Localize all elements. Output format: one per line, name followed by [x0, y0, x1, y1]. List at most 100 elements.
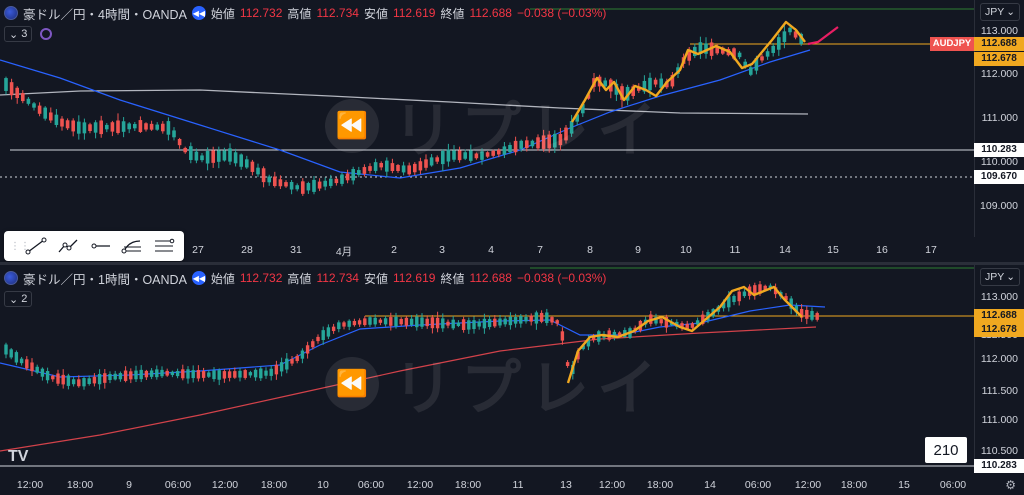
symbol-title[interactable]: 豪ドル／円・4時間・OANDA: [23, 7, 187, 22]
price-plot-4h[interactable]: [0, 0, 974, 262]
candle-body: [763, 285, 767, 291]
sma-long-line: [0, 89, 809, 115]
time-tick-label: 4: [488, 244, 494, 256]
horizontal-ray-icon[interactable]: [86, 234, 114, 258]
candle-body: [441, 318, 445, 329]
parallel-lines-icon[interactable]: [150, 234, 178, 258]
price-plot-1h[interactable]: [0, 265, 974, 495]
candle-body: [698, 42, 703, 54]
candle-body: [9, 349, 13, 358]
open-value: 112.732: [239, 6, 283, 20]
candle-body: [591, 336, 596, 340]
open-value: 112.732: [239, 271, 283, 285]
candle-body: [9, 82, 14, 96]
replay-rewind-icon[interactable]: ◀◀: [191, 271, 206, 285]
time-axis-4h[interactable]: 27 28 31 4月 2 3 4 7 8 9 10 11 14 15 16 17: [0, 241, 974, 261]
candle-body: [15, 87, 19, 99]
candle-body: [212, 370, 216, 380]
candle-body: [51, 375, 55, 380]
candle-body: [227, 371, 232, 378]
candle-body: [435, 157, 439, 162]
time-tick-label: 15: [898, 479, 910, 491]
candle-body: [323, 180, 327, 187]
gear-icon[interactable]: ⚙: [1005, 478, 1016, 492]
candle-body: [144, 370, 149, 378]
price-scale-1h[interactable]: 113.000 112.500 112.000 111.500 111.000 …: [974, 265, 1024, 473]
low-value: 112.619: [392, 6, 436, 20]
candle-body: [191, 370, 195, 379]
candle-body: [378, 319, 383, 323]
time-tick-label: 28: [241, 244, 253, 256]
candle-body: [560, 331, 565, 341]
candle-body: [631, 86, 635, 96]
tradingview-logo[interactable]: TV: [8, 448, 29, 465]
candle-body: [513, 317, 518, 324]
candle-body: [285, 358, 289, 370]
candle-body: [200, 155, 204, 161]
candle-body: [721, 302, 726, 309]
low-label: 安値: [363, 6, 388, 21]
currency-select[interactable]: JPY ⌄: [980, 268, 1020, 286]
candle-body: [810, 311, 814, 320]
candle-body: [217, 150, 221, 162]
candle-body: [782, 31, 787, 43]
time-tick-label: 15: [827, 244, 839, 256]
candle-body: [239, 154, 243, 167]
candle-body: [558, 134, 563, 146]
replay-rewind-icon[interactable]: ◀◀: [191, 6, 206, 20]
candle-body: [99, 120, 103, 135]
symbol-tag: AUDJPY: [930, 37, 974, 51]
candle-body: [529, 315, 533, 322]
candle-body: [441, 150, 445, 165]
ray-icon[interactable]: [54, 234, 82, 258]
zigzag-line: [566, 285, 803, 384]
candle-body: [222, 150, 227, 161]
trend-line-icon[interactable]: [22, 234, 50, 258]
currency-select[interactable]: JPY ⌄: [980, 3, 1020, 21]
candle-body: [347, 320, 351, 327]
time-axis-1h[interactable]: 12:00 18:00 9 06:00 12:00 18:00 10 06:00 12:00 18…: [0, 476, 974, 495]
candle-body: [547, 134, 551, 149]
tick-label: 111.500: [981, 385, 1018, 397]
symbol-title[interactable]: 豪ドル／円・1時間・OANDA: [23, 272, 187, 287]
candle-body: [196, 370, 201, 379]
candle-body: [383, 318, 388, 325]
candle-body: [373, 317, 377, 325]
candle-body: [765, 51, 770, 57]
candle-body: [704, 43, 708, 54]
time-tick-label: 13: [560, 479, 572, 491]
time-tick-label: 2: [391, 244, 397, 256]
candle-body: [194, 151, 199, 161]
candle-body: [65, 120, 70, 129]
fib-retracement-icon[interactable]: [118, 234, 146, 258]
price-scale-4h[interactable]: 113.000 112.000 111.000 110.000 109.000 …: [974, 0, 1024, 237]
candle-body: [357, 170, 361, 175]
time-tick-label: 14: [704, 479, 716, 491]
candle-body: [685, 323, 689, 330]
candle-body: [133, 124, 137, 129]
candle-body: [435, 317, 440, 329]
chart-pane-4h[interactable]: ⏪ リプレイ 豪ドル／円・4時間・OANDA ◀◀ 始値 112.732 高値 11…: [0, 0, 1024, 262]
candle-body: [205, 150, 210, 164]
candle-body: [754, 58, 759, 71]
visibility-icon[interactable]: [40, 28, 53, 40]
candle-body: [110, 122, 115, 132]
pane-divider[interactable]: [0, 262, 1024, 265]
candle-body: [404, 317, 409, 326]
candle-body: [82, 378, 86, 387]
chart-pane-1h[interactable]: ⏪ リプレイ 豪ドル／円・1時間・OANDA ◀◀ 始値 112.732 高値 11…: [0, 265, 1024, 495]
candle-body: [401, 165, 406, 173]
candle-body: [415, 316, 419, 328]
time-tick-label: 4月: [335, 246, 353, 258]
candle-body: [155, 369, 159, 378]
candle-body: [502, 146, 507, 155]
candle-body: [425, 318, 429, 327]
indicator-toggle[interactable]: ⌄ 3: [4, 26, 33, 42]
drag-handle-icon[interactable]: ⋮⋮: [10, 240, 30, 252]
candle-body: [129, 371, 133, 380]
aud-flag-icon: [4, 6, 18, 20]
candle-body: [389, 317, 393, 326]
indicator-toggle[interactable]: ⌄ 2: [4, 291, 33, 307]
candle-body: [456, 322, 461, 326]
candle-body: [301, 181, 305, 194]
